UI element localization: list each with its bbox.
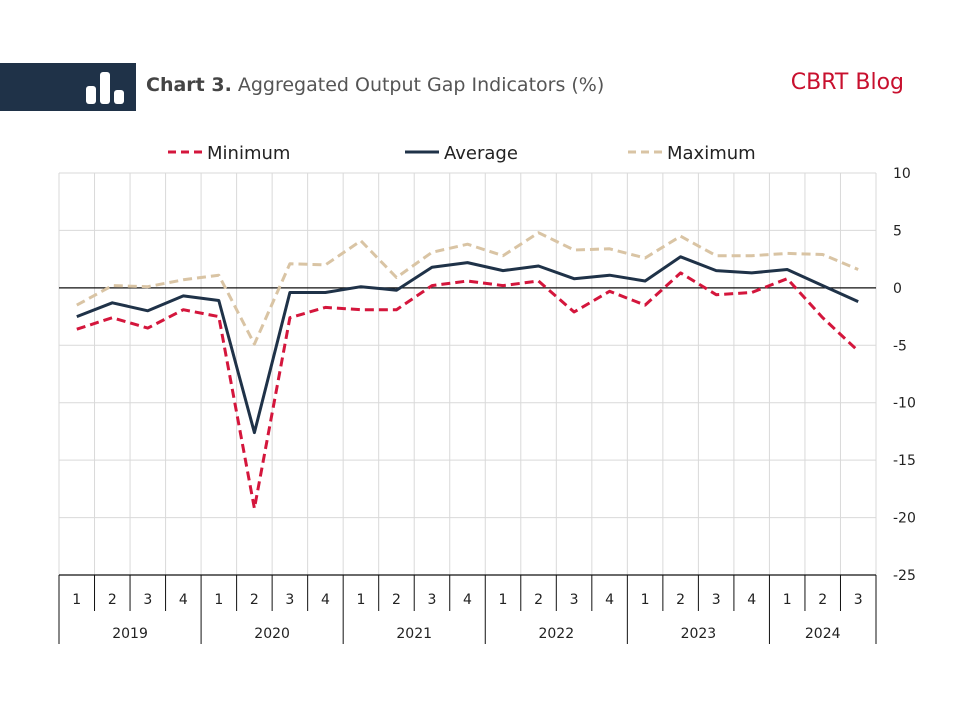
y-tick-label: -25 bbox=[893, 568, 916, 584]
y-tick-label: -15 bbox=[893, 453, 916, 469]
quarter-tick-label: 3 bbox=[428, 592, 437, 608]
quarter-tick-label: 3 bbox=[854, 592, 863, 608]
year-tick-label: 2021 bbox=[396, 626, 432, 642]
brand-label: CBRT Blog bbox=[790, 70, 904, 95]
quarter-tick-label: 3 bbox=[143, 592, 152, 608]
chart-title-bold: Chart 3. bbox=[146, 74, 232, 96]
year-tick-label: 2024 bbox=[805, 626, 841, 642]
quarter-tick-label: 1 bbox=[214, 592, 223, 608]
quarter-tick-label: 1 bbox=[499, 592, 508, 608]
quarter-tick-label: 3 bbox=[712, 592, 721, 608]
quarter-tick-label: 4 bbox=[321, 592, 330, 608]
year-tick-label: 2020 bbox=[254, 626, 290, 642]
year-tick-label: 2022 bbox=[538, 626, 574, 642]
series-line-minimum bbox=[76, 271, 860, 510]
quarter-tick-label: 1 bbox=[783, 592, 792, 608]
quarter-tick-label: 2 bbox=[818, 592, 827, 608]
quarter-tick-label: 1 bbox=[641, 592, 650, 608]
y-tick-label: -20 bbox=[893, 511, 916, 527]
y-tick-label: -10 bbox=[893, 396, 916, 412]
y-tick-label: 10 bbox=[893, 166, 911, 182]
y-tick-label: 0 bbox=[893, 281, 902, 297]
quarter-tick-label: 4 bbox=[747, 592, 756, 608]
quarter-tick-label: 3 bbox=[285, 592, 294, 608]
quarter-tick-label: 4 bbox=[463, 592, 472, 608]
axes: 10 5 0 -5 -10 -15 -20 -25 1 2 3 4 1 2 3 4 1 2 3 4 1 2 3 4 1 2 3 4 1 2… bbox=[58, 166, 916, 644]
quarter-tick-label: 2 bbox=[250, 592, 259, 608]
y-tick-label: 5 bbox=[893, 223, 902, 239]
bar-chart-logo-icon bbox=[86, 72, 124, 104]
legend: Minimum Average Maximum bbox=[168, 143, 756, 164]
quarter-tick-label: 1 bbox=[72, 592, 81, 608]
chart-title: Chart 3. Aggregated Output Gap Indicator… bbox=[146, 74, 604, 96]
header-band bbox=[0, 63, 136, 111]
chart-title-text: Aggregated Output Gap Indicators (%) bbox=[237, 74, 605, 96]
series-line-maximum bbox=[76, 231, 859, 346]
quarter-tick-label: 2 bbox=[676, 592, 685, 608]
quarter-tick-label: 3 bbox=[570, 592, 579, 608]
quarter-tick-label: 1 bbox=[356, 592, 365, 608]
grid bbox=[58, 172, 877, 576]
legend-label-minimum: Minimum bbox=[207, 143, 290, 164]
quarter-tick-label: 2 bbox=[392, 592, 401, 608]
quarter-tick-label: 4 bbox=[179, 592, 188, 608]
year-tick-label: 2019 bbox=[112, 626, 148, 642]
series-lines bbox=[76, 231, 860, 510]
y-tick-label: -5 bbox=[893, 338, 907, 354]
quarter-tick-label: 4 bbox=[605, 592, 614, 608]
quarter-tick-label: 2 bbox=[534, 592, 543, 608]
series-line-average bbox=[76, 255, 859, 435]
quarter-tick-label: 2 bbox=[108, 592, 117, 608]
legend-label-average: Average bbox=[444, 143, 518, 164]
year-tick-label: 2023 bbox=[681, 626, 717, 642]
legend-label-maximum: Maximum bbox=[667, 143, 756, 164]
